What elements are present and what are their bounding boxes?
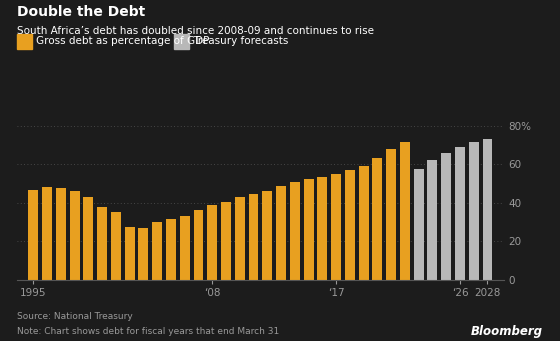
Bar [304,179,314,280]
Bar [441,152,451,280]
Bar [152,222,162,280]
Bar [235,197,245,280]
Bar [194,210,203,280]
Bar [262,191,272,280]
Bar [42,187,52,280]
Bar [207,206,217,280]
Bar [331,174,341,280]
Bar [29,190,38,280]
Text: Gross debt as percentage of GDP: Gross debt as percentage of GDP [36,36,210,46]
Bar [166,219,176,280]
Bar [455,147,465,280]
Bar [318,177,327,280]
Text: Double the Debt: Double the Debt [17,5,145,19]
Bar [180,216,190,280]
Bar [56,188,66,280]
Bar [345,170,355,280]
Bar [469,142,479,280]
Bar [111,212,121,280]
Bar [276,186,286,280]
Bar [97,207,107,280]
Bar [372,158,382,280]
Bar [83,197,94,280]
Text: Treasury forecasts: Treasury forecasts [193,36,288,46]
Bar [414,169,423,280]
Bar [249,194,259,280]
Text: Note: Chart shows debt for fiscal years that end March 31: Note: Chart shows debt for fiscal years … [17,327,279,336]
Bar [221,202,231,280]
Bar [358,166,368,280]
Text: South Africa’s debt has doubled since 2008-09 and continues to rise: South Africa’s debt has doubled since 20… [17,26,374,35]
Bar [400,142,410,280]
Bar [69,191,80,280]
Bar [483,139,492,280]
Bar [125,227,134,280]
Text: Source: National Treasury: Source: National Treasury [17,312,133,321]
Bar [386,149,396,280]
Text: Bloomberg: Bloomberg [471,325,543,338]
Bar [138,228,148,280]
Bar [290,182,300,280]
Bar [427,160,437,280]
